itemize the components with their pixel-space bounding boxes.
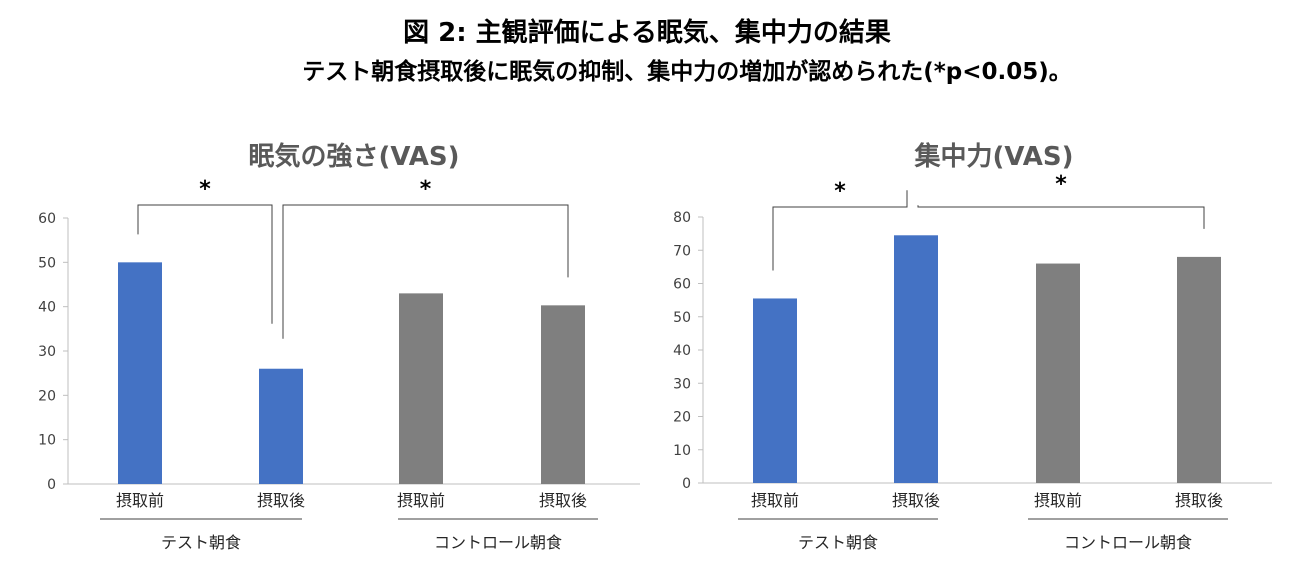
chart-1-bar-2 [1036, 263, 1080, 483]
chart-1-title: 集中力(VAS) [914, 141, 1074, 172]
chart-1-ytick-label-3: 30 [673, 376, 691, 392]
chart-1-bar-1 [894, 235, 938, 483]
chart-0-category-label-1: 摂取後 [257, 491, 305, 510]
chart-0-title: 眠気の強さ(VAS) [249, 141, 460, 172]
chart-0-ytick-label-5: 50 [38, 255, 56, 271]
chart-1-significance-label-0: * [834, 179, 846, 204]
chart-1-significance-label-1: * [1055, 172, 1067, 197]
chart-1-category-label-2: 摂取前 [1034, 491, 1082, 510]
chart-1-ytick-label-4: 40 [673, 343, 691, 359]
chart-1-ytick-label-5: 50 [673, 310, 691, 326]
chart-0-significance-label-1: * [420, 177, 432, 202]
chart-0-category-label-2: 摂取前 [397, 491, 445, 510]
chart-1-bar-0 [753, 298, 797, 483]
chart-1-ytick-label-1: 10 [673, 443, 691, 459]
figure-subtitle: テスト朝食摂取後に眠気の抑制、集中力の増加が認められた(*p<0.05)。 [302, 59, 1072, 85]
chart-0-ytick-label-2: 20 [38, 388, 56, 404]
chart-1-bar-3 [1177, 256, 1221, 483]
chart-1-category-label-3: 摂取後 [1175, 491, 1223, 510]
chart-1-category-label-0: 摂取前 [751, 491, 799, 510]
chart-0-category-label-3: 摂取後 [539, 491, 587, 510]
chart-0-ytick-label-0: 0 [47, 477, 56, 493]
chart-0-bar-3 [541, 305, 585, 484]
chart-1-category-label-1: 摂取後 [892, 491, 940, 510]
chart-0-group-label-0: テスト朝食 [161, 533, 241, 552]
chart-0-significance-label-0: * [199, 177, 211, 202]
chart-0-ytick-label-3: 30 [38, 344, 56, 360]
chart-0-ytick-label-6: 60 [38, 211, 56, 227]
chart-0-significance-bracket-1 [282, 204, 569, 339]
chart-1-group-label-1: コントロール朝食 [1064, 533, 1192, 552]
chart-0-bar-2 [399, 293, 443, 484]
chart-0-category-label-0: 摂取前 [116, 491, 164, 510]
chart-0-significance-bracket-0 [137, 204, 273, 324]
chart-1-ytick-label-0: 0 [682, 476, 691, 492]
chart-0-bar-0 [118, 262, 162, 484]
chart-1-ytick-label-8: 80 [673, 210, 691, 226]
chart-0-group-label-1: コントロール朝食 [434, 533, 562, 552]
chart-1-group-label-0: テスト朝食 [798, 533, 878, 552]
chart-1-ytick-label-2: 20 [673, 410, 691, 426]
chart-1-ytick-label-6: 60 [673, 277, 691, 293]
chart-0-ytick-label-4: 40 [38, 300, 56, 316]
chart-0-ytick-label-1: 10 [38, 433, 56, 449]
chart-0-bar-1 [259, 368, 303, 484]
chart-1-significance-bracket-1 [917, 205, 1205, 229]
chart-1-ytick-label-7: 70 [673, 243, 691, 259]
figure-title: 図 2: 主観評価による眠気、集中力の結果 [403, 18, 891, 48]
chart-1-significance-bracket-0 [772, 190, 908, 271]
